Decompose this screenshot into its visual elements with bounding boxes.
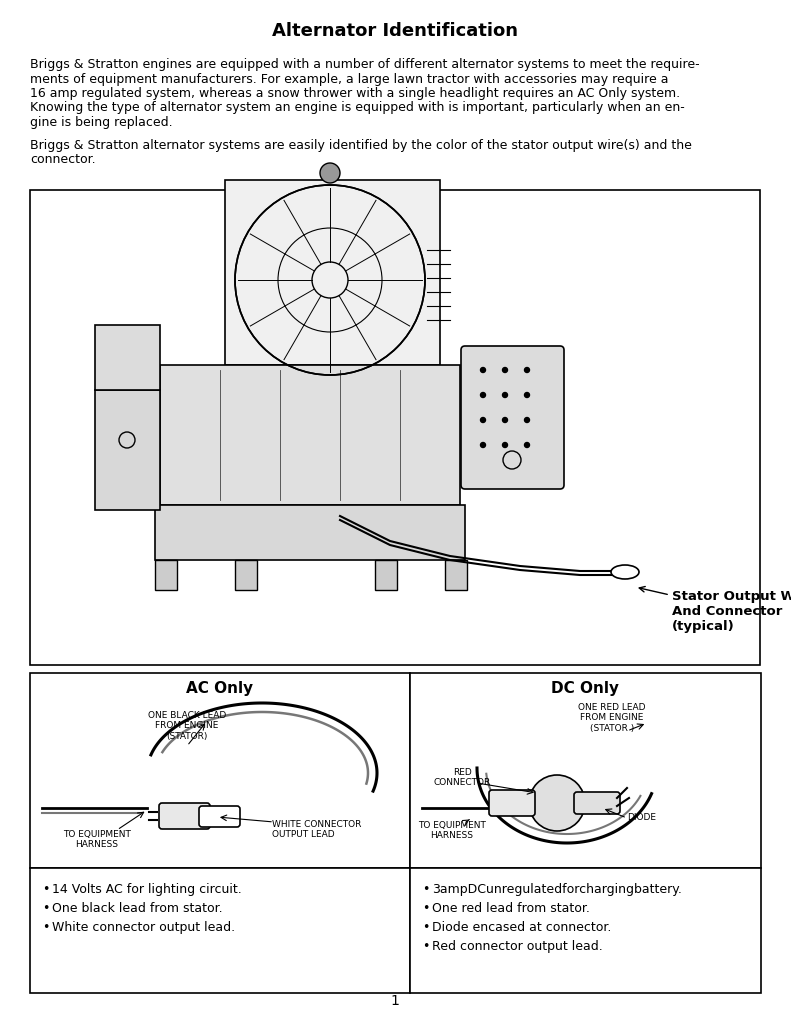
Circle shape: [480, 442, 486, 447]
FancyBboxPatch shape: [461, 346, 564, 489]
Circle shape: [502, 368, 508, 373]
Circle shape: [480, 418, 486, 423]
FancyBboxPatch shape: [489, 790, 535, 816]
Bar: [410, 868, 761, 993]
Circle shape: [502, 442, 508, 447]
Text: One black lead from stator.: One black lead from stator.: [52, 902, 222, 915]
Text: •: •: [422, 902, 430, 915]
Circle shape: [524, 392, 529, 397]
Text: Briggs & Stratton alternator systems are easily identified by the color of the s: Briggs & Stratton alternator systems are…: [30, 138, 692, 152]
Text: Alternator Identification: Alternator Identification: [272, 22, 518, 40]
Bar: [95, 325, 160, 390]
Circle shape: [480, 392, 486, 397]
Circle shape: [320, 163, 340, 183]
Text: •: •: [422, 940, 430, 953]
Bar: [445, 560, 467, 590]
Text: •: •: [422, 921, 430, 934]
Text: 16 amp regulated system, whereas a snow thrower with a single headlight requires: 16 amp regulated system, whereas a snow …: [30, 87, 680, 100]
Text: One red lead from stator.: One red lead from stator.: [432, 902, 590, 915]
Text: 1: 1: [391, 994, 399, 1008]
Text: ONE RED LEAD
FROM ENGINE
(STATOR ): ONE RED LEAD FROM ENGINE (STATOR ): [578, 703, 645, 733]
Text: DC Only: DC Only: [551, 681, 619, 696]
Text: •: •: [42, 921, 49, 934]
Bar: [30, 190, 760, 665]
Bar: [225, 180, 440, 365]
Text: gine is being replaced.: gine is being replaced.: [30, 116, 172, 129]
Text: White connector output lead.: White connector output lead.: [52, 921, 235, 934]
FancyBboxPatch shape: [159, 803, 210, 829]
Bar: [155, 505, 465, 560]
Text: 3ampDCunregulatedforchargingbattery.: 3ampDCunregulatedforchargingbattery.: [432, 883, 682, 896]
Ellipse shape: [611, 565, 639, 579]
Bar: [155, 560, 177, 590]
Text: Stator Output Wire(s)
And Connector
(typical): Stator Output Wire(s) And Connector (typ…: [672, 590, 791, 633]
Text: Briggs & Stratton engines are equipped with a number of different alternator sys: Briggs & Stratton engines are equipped w…: [30, 58, 699, 71]
Circle shape: [502, 418, 508, 423]
Text: connector.: connector.: [30, 153, 96, 166]
Text: Diode encased at connector.: Diode encased at connector.: [432, 921, 611, 934]
Bar: [375, 560, 397, 590]
Text: •: •: [422, 883, 430, 896]
Bar: [95, 390, 160, 510]
Text: ments of equipment manufacturers. For example, a large lawn tractor with accesso: ments of equipment manufacturers. For ex…: [30, 73, 668, 85]
Text: AC Only: AC Only: [187, 681, 254, 696]
FancyBboxPatch shape: [574, 792, 620, 814]
Bar: [160, 365, 460, 505]
Circle shape: [502, 392, 508, 397]
Text: •: •: [42, 902, 49, 915]
Text: DIODE: DIODE: [627, 813, 656, 822]
Bar: [30, 673, 410, 868]
Text: WHITE CONNECTOR
OUTPUT LEAD: WHITE CONNECTOR OUTPUT LEAD: [272, 820, 361, 840]
Circle shape: [524, 418, 529, 423]
Text: 14 Volts AC for lighting circuit.: 14 Volts AC for lighting circuit.: [52, 883, 242, 896]
FancyBboxPatch shape: [199, 806, 240, 827]
Circle shape: [480, 368, 486, 373]
Text: TO EQUIPMENT
HARNESS: TO EQUIPMENT HARNESS: [418, 821, 486, 841]
Text: RED
CONNECTOR: RED CONNECTOR: [433, 768, 490, 787]
Circle shape: [529, 775, 585, 831]
Text: TO EQUIPMENT
HARNESS: TO EQUIPMENT HARNESS: [63, 830, 131, 849]
Circle shape: [524, 368, 529, 373]
Text: Red connector output lead.: Red connector output lead.: [432, 940, 603, 953]
Bar: [30, 868, 410, 993]
Text: •: •: [42, 883, 49, 896]
Circle shape: [524, 442, 529, 447]
Text: ONE BLACK LEAD
FROM ENGINE
(STATOR): ONE BLACK LEAD FROM ENGINE (STATOR): [148, 711, 226, 740]
Bar: [235, 560, 257, 590]
Text: Knowing the type of alternator system an engine is equipped with is important, p: Knowing the type of alternator system an…: [30, 101, 685, 115]
Bar: [410, 673, 761, 868]
